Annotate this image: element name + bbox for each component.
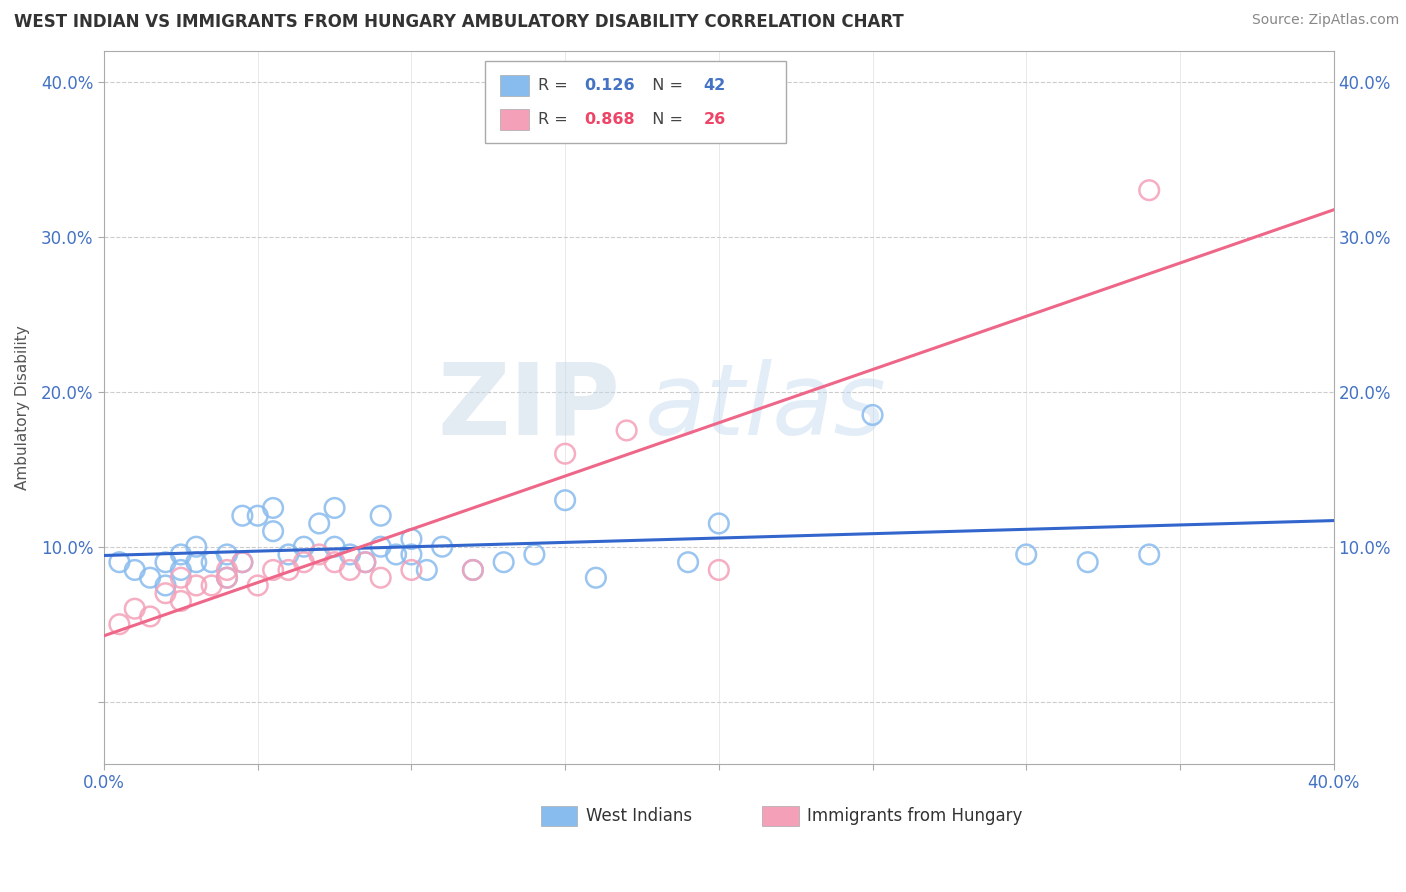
Point <box>215 571 238 585</box>
Point <box>246 578 269 592</box>
Point <box>201 555 224 569</box>
Point <box>215 563 238 577</box>
Text: Source: ZipAtlas.com: Source: ZipAtlas.com <box>1251 13 1399 28</box>
Point <box>370 508 392 523</box>
Point <box>339 548 361 562</box>
Point <box>201 578 224 592</box>
Point <box>354 555 377 569</box>
Point <box>401 563 423 577</box>
Point <box>186 578 208 592</box>
Point <box>155 555 177 569</box>
Point <box>277 563 299 577</box>
Text: R =: R = <box>537 112 572 127</box>
FancyBboxPatch shape <box>501 75 529 95</box>
Point <box>1137 548 1160 562</box>
Point <box>1015 548 1038 562</box>
Point <box>124 601 146 615</box>
Point <box>231 555 253 569</box>
Point <box>170 548 193 562</box>
Text: R =: R = <box>537 78 572 93</box>
Point <box>139 571 162 585</box>
Point <box>139 609 162 624</box>
Point <box>108 617 131 632</box>
FancyBboxPatch shape <box>762 805 799 826</box>
Point <box>292 555 315 569</box>
Point <box>231 555 253 569</box>
Point <box>108 555 131 569</box>
Point <box>186 555 208 569</box>
Point <box>170 563 193 577</box>
Point <box>308 516 330 531</box>
Y-axis label: Ambulatory Disability: Ambulatory Disability <box>15 325 30 490</box>
Text: Immigrants from Hungary: Immigrants from Hungary <box>807 806 1022 825</box>
Point <box>323 540 346 554</box>
Point <box>292 540 315 554</box>
Point <box>523 548 546 562</box>
Text: 0.126: 0.126 <box>585 78 636 93</box>
Point <box>215 571 238 585</box>
Point <box>170 571 193 585</box>
Point <box>430 540 453 554</box>
Point <box>354 555 377 569</box>
Point <box>370 540 392 554</box>
Point <box>1137 183 1160 197</box>
Text: WEST INDIAN VS IMMIGRANTS FROM HUNGARY AMBULATORY DISABILITY CORRELATION CHART: WEST INDIAN VS IMMIGRANTS FROM HUNGARY A… <box>14 13 904 31</box>
Point <box>262 563 284 577</box>
Point <box>155 586 177 600</box>
Point <box>262 500 284 515</box>
Point <box>308 548 330 562</box>
Point <box>155 578 177 592</box>
Point <box>246 508 269 523</box>
Point <box>186 540 208 554</box>
FancyBboxPatch shape <box>501 109 529 130</box>
Point <box>1077 555 1099 569</box>
Point <box>707 563 730 577</box>
Text: 26: 26 <box>703 112 725 127</box>
Point <box>170 594 193 608</box>
Point <box>385 548 408 562</box>
Point <box>401 548 423 562</box>
Text: 0.868: 0.868 <box>585 112 636 127</box>
Point <box>554 493 576 508</box>
Point <box>231 508 253 523</box>
Text: N =: N = <box>643 78 688 93</box>
Point <box>323 500 346 515</box>
Point <box>676 555 699 569</box>
Point <box>461 563 484 577</box>
Point <box>215 548 238 562</box>
Text: 42: 42 <box>703 78 725 93</box>
Text: West Indians: West Indians <box>586 806 692 825</box>
Point <box>339 563 361 577</box>
Point <box>492 555 515 569</box>
FancyBboxPatch shape <box>540 805 578 826</box>
Point <box>554 447 576 461</box>
Point <box>585 571 607 585</box>
Point <box>616 424 638 438</box>
Point <box>401 532 423 546</box>
Point <box>707 516 730 531</box>
Text: N =: N = <box>643 112 688 127</box>
Point <box>862 408 884 422</box>
Point <box>124 563 146 577</box>
Point <box>416 563 439 577</box>
Point <box>370 571 392 585</box>
Text: atlas: atlas <box>645 359 887 456</box>
Text: ZIP: ZIP <box>437 359 620 456</box>
Point <box>461 563 484 577</box>
Point <box>262 524 284 539</box>
Point <box>277 548 299 562</box>
Point <box>323 555 346 569</box>
FancyBboxPatch shape <box>485 62 786 144</box>
